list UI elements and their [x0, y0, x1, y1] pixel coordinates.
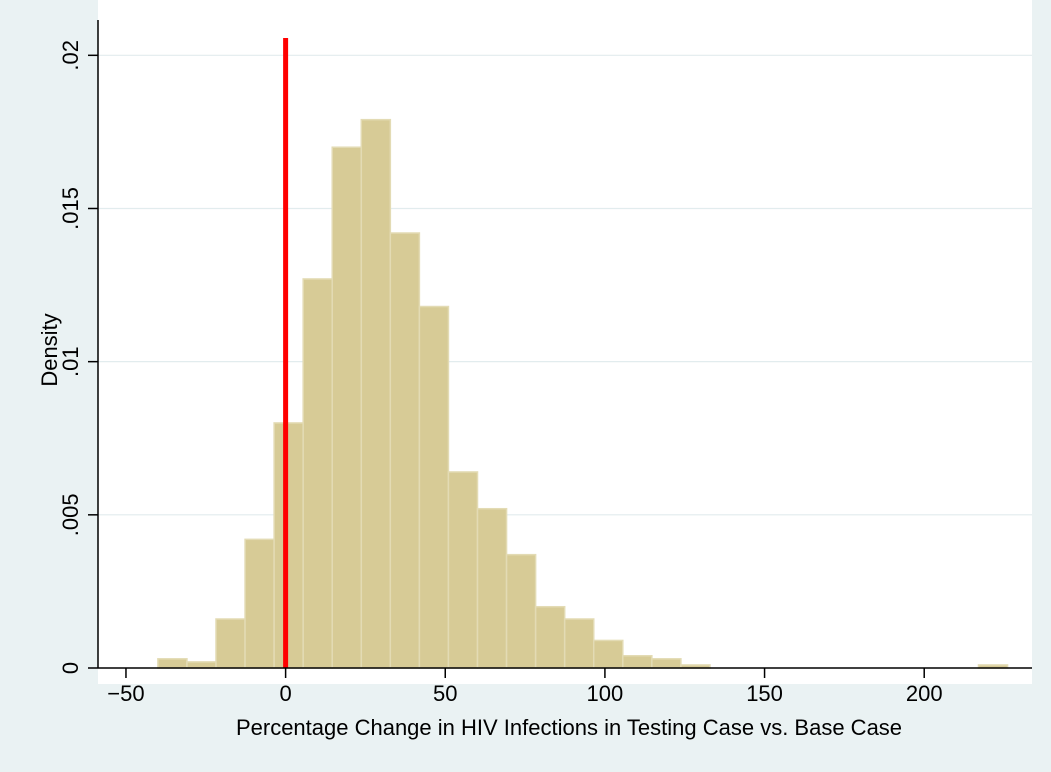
histogram-bar-17	[651, 658, 682, 669]
y-tick-label-0: 0	[58, 662, 83, 674]
x-tick-label-0: −50	[107, 681, 144, 706]
x-tick-label-3: 100	[587, 681, 624, 706]
x-tick-label-1: 0	[279, 681, 291, 706]
y-tick-label-2: .01	[58, 346, 83, 377]
histogram-bar-3	[244, 538, 275, 669]
histogram-bar-9	[418, 305, 450, 669]
histogram-bar-13	[534, 605, 566, 669]
histogram-bar-15	[592, 639, 624, 669]
histogram-bar-16	[622, 654, 653, 669]
histogram-bar-12	[505, 553, 537, 669]
histogram-bar-8	[389, 232, 421, 669]
histogram-bar-7	[360, 118, 392, 669]
histogram-bar-6	[331, 146, 363, 669]
gridlines	[98, 54, 1032, 516]
histogram-bar-14	[563, 618, 595, 669]
x-tick-label-2: 50	[433, 681, 457, 706]
histogram-bar-0	[157, 658, 188, 669]
y-axis: 0 .005 .01 .015 .02	[58, 20, 99, 674]
y-tick-label-1: .005	[58, 493, 83, 536]
x-tick-label-4: 150	[746, 681, 783, 706]
x-tick-label-5: 200	[906, 681, 943, 706]
histogram-bar-1	[186, 661, 217, 669]
x-axis-title: Percentage Change in HIV Infections in T…	[236, 715, 902, 740]
x-axis: −50 0 50 100 150 200	[98, 667, 1032, 706]
histogram-bar-5	[302, 278, 333, 669]
histogram-bar-4	[273, 422, 304, 669]
histogram-bar-2	[215, 618, 246, 669]
y-tick-label-4: .02	[58, 40, 83, 71]
plot-background	[98, 0, 1032, 684]
histogram-bar-11	[476, 507, 508, 669]
y-axis-title: Density	[37, 313, 62, 386]
histogram-bars	[157, 118, 1009, 669]
histogram-bar-10	[447, 471, 479, 669]
y-tick-label-3: .015	[58, 187, 83, 230]
